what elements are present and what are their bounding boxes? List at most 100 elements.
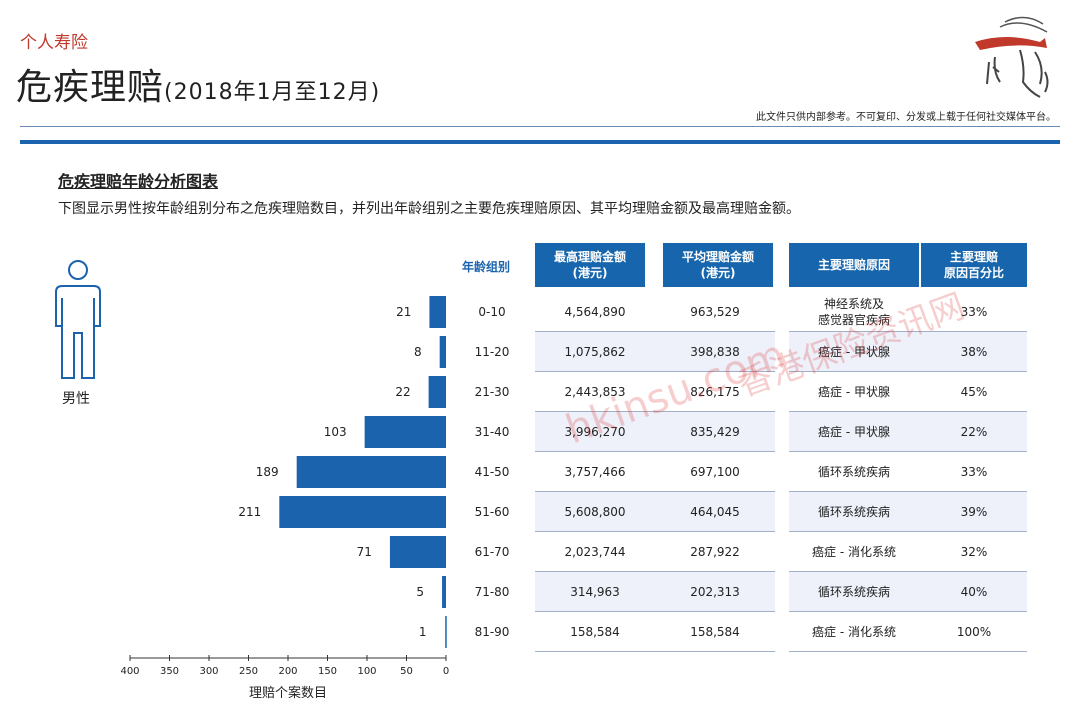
bar-71-80 [442,576,446,608]
row-divider [789,611,1027,612]
age-group-label: 51-60 [474,505,510,519]
main-cause-cell: 癌症 - 甲状腺 [818,345,890,359]
x-tick-label: 200 [278,666,297,677]
x-tick-label: 100 [357,666,376,677]
row-divider [535,651,775,652]
disclaimer: 此文件只供内部参考。不可复印、分发或上载于任何社交媒体平台。 [756,112,1056,123]
bar-31-40 [364,416,446,448]
x-tick-label: 150 [318,666,337,677]
table-row-bg [535,332,775,372]
row-divider [789,411,1027,412]
row-divider [535,411,775,412]
max-claim-cell: 158,584 [570,625,620,639]
x-tick-label: 0 [443,666,449,677]
avg-claim-cell: 287,922 [690,545,740,559]
age-group-label: 31-40 [474,425,510,439]
cause-pct-cell: 32% [960,545,988,559]
cause-pct-cell: 100% [956,625,992,639]
row-divider [789,371,1027,372]
age-group-label: 71-80 [474,585,510,599]
header-divider [20,126,1060,127]
bar-value-label: 1 [419,625,427,639]
avg-claim-cell: 398,838 [690,345,740,359]
page-title-sub: (2018年1月至12月) [164,80,381,105]
avg-claim-cell: 464,045 [690,505,740,519]
x-tick-label: 400 [120,666,139,677]
company-logo [975,16,1049,98]
max-claim-cell: 2,023,744 [564,545,626,559]
gender-label: 男性 [62,391,90,407]
main-cause-cell: 神经系统及 感觉器官疾病 [817,297,890,327]
row-divider [789,331,1027,332]
row-divider [789,451,1027,452]
avg-claim-cell: 697,100 [690,465,740,479]
bar-41-50 [296,456,446,488]
avg-claim-cell: 826,175 [690,385,740,399]
max-claim-cell: 3,757,466 [564,465,626,479]
max-claim-cell: 2,443,853 [564,385,626,399]
table-row-bg [789,572,1027,612]
row-divider [535,571,775,572]
bar-61-70 [389,536,446,568]
cause-pct-cell: 33% [960,465,988,479]
cause-pct-cell: 40% [960,585,988,599]
section-title: 危疾理赔年龄分析图表 [58,172,219,191]
age-group-label: 11-20 [474,345,510,359]
cause-pct-cell: 33% [960,305,988,319]
x-tick-label: 350 [160,666,179,677]
age-group-label: 41-50 [474,465,510,479]
row-divider [789,571,1027,572]
age-group-header: 年龄组别 [462,260,511,274]
bar-value-label: 21 [396,305,411,319]
bar-value-label: 5 [416,585,424,599]
max-claim-header: 最高理赔金额 (港元) [535,243,645,287]
row-divider [535,331,775,332]
age-group-label: 61-70 [474,545,510,559]
table-row-bg [789,492,1027,532]
main-cause-cell: 癌症 - 甲状腺 [818,385,890,399]
main-cause-cell: 癌症 - 消化系统 [812,545,896,559]
bar-value-label: 22 [395,385,410,399]
avg-claim-cell: 963,529 [690,305,740,319]
max-claim-cell: 4,564,890 [564,305,626,319]
age-group-label: 21-30 [474,385,510,399]
avg-claim-cell: 202,313 [690,585,740,599]
row-divider [535,531,775,532]
max-claim-cell: 314,963 [570,585,620,599]
bar-value-label: 71 [357,545,372,559]
main-cause-cell: 癌症 - 甲状腺 [818,425,890,439]
section-description: 下图显示男性按年龄组别分布之危疾理赔数目，并列出年龄组别之主要危疾理赔原因、其平… [58,201,800,217]
brand-label: 个人寿险 [20,33,88,53]
row-divider [535,491,775,492]
page-title-main: 危疾理赔 [16,67,165,108]
main-cause-cell: 循环系统疾病 [817,505,890,519]
bar-value-label: 189 [256,465,279,479]
max-claim-cell: 1,075,862 [564,345,626,359]
table-row-bg [535,572,775,612]
bar-21-30 [428,376,446,408]
bar-11-20 [439,336,446,368]
x-tick-label: 300 [199,666,218,677]
avg-claim-cell: 158,584 [690,625,740,639]
bar-value-label: 8 [414,345,422,359]
max-claim-cell: 3,996,270 [564,425,626,439]
bar-81-90 [445,616,447,648]
bar-value-label: 103 [324,425,347,439]
row-divider [535,611,775,612]
row-divider [789,651,1027,652]
male-person-icon [55,260,101,379]
table-row-bg [789,332,1027,372]
bar-value-label: 211 [238,505,261,519]
x-tick-label: 50 [400,666,413,677]
age-group-label: 0-10 [478,305,506,319]
bar-0-10 [429,296,446,328]
row-divider [535,371,775,372]
avg-claim-header: 平均理赔金额 (港元) [663,243,773,287]
table-row-bg [535,412,775,452]
cause-pct-cell: 39% [960,505,988,519]
x-tick-label: 250 [239,666,258,677]
bar-51-60 [279,496,446,528]
header-rule [20,140,1060,144]
x-axis-label: 理赔个案数目 [249,686,327,701]
